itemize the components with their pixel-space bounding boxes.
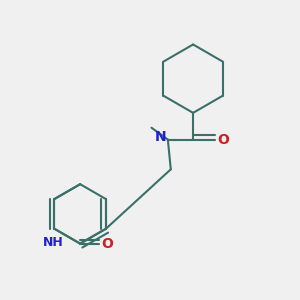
Text: N: N — [155, 130, 166, 144]
Text: O: O — [101, 237, 113, 250]
Text: NH: NH — [43, 236, 63, 249]
Text: O: O — [217, 133, 229, 147]
